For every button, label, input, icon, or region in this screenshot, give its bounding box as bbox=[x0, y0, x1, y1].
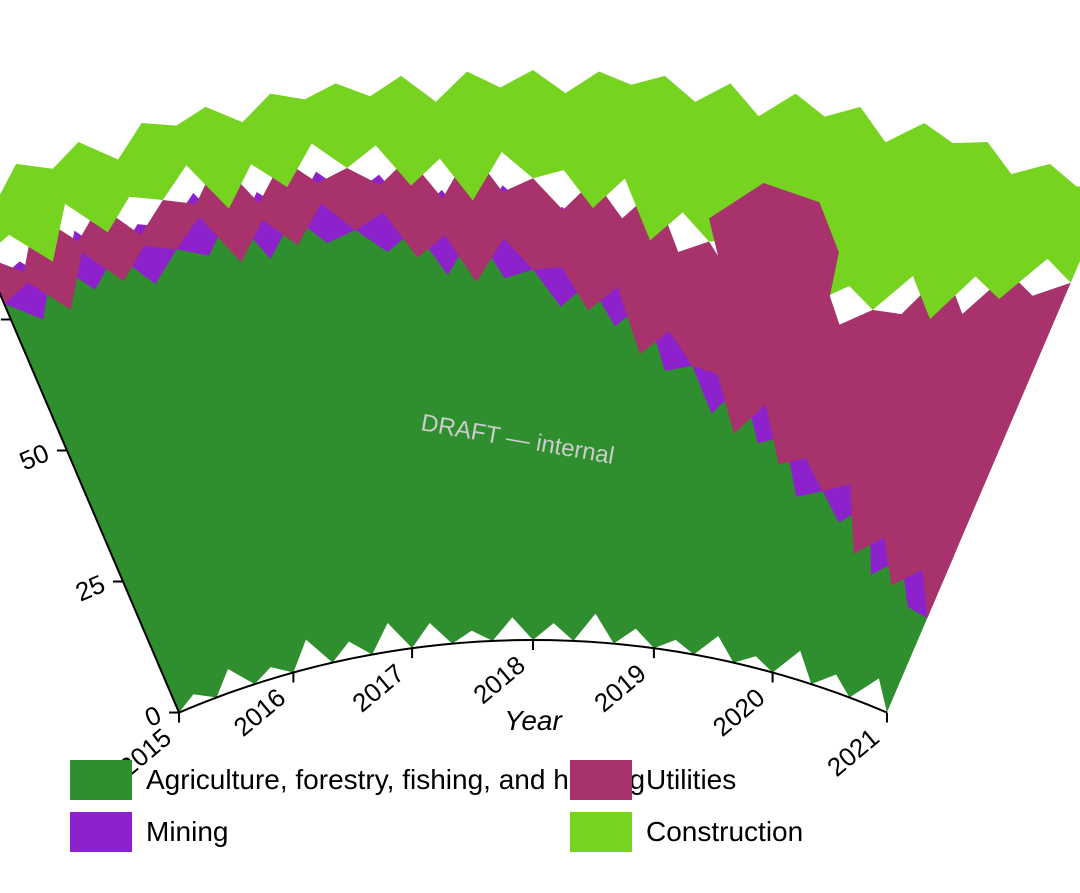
area-chart-svg: DRAFT — internal201520162017201820192020… bbox=[0, 0, 1080, 893]
legend-label-lime: Construction bbox=[646, 816, 803, 847]
legend-swatch-purple bbox=[70, 812, 132, 852]
stacked-areas bbox=[0, 70, 1080, 713]
chart-container: DRAFT — internal201520162017201820192020… bbox=[0, 0, 1080, 893]
legend-swatch-dark_green bbox=[70, 760, 132, 800]
legend-swatch-lime bbox=[570, 812, 632, 852]
legend-label-magenta: Utilities bbox=[646, 764, 736, 795]
legend-swatch-magenta bbox=[570, 760, 632, 800]
legend-label-purple: Mining bbox=[146, 816, 228, 847]
x-axis-title: Year bbox=[504, 705, 563, 736]
